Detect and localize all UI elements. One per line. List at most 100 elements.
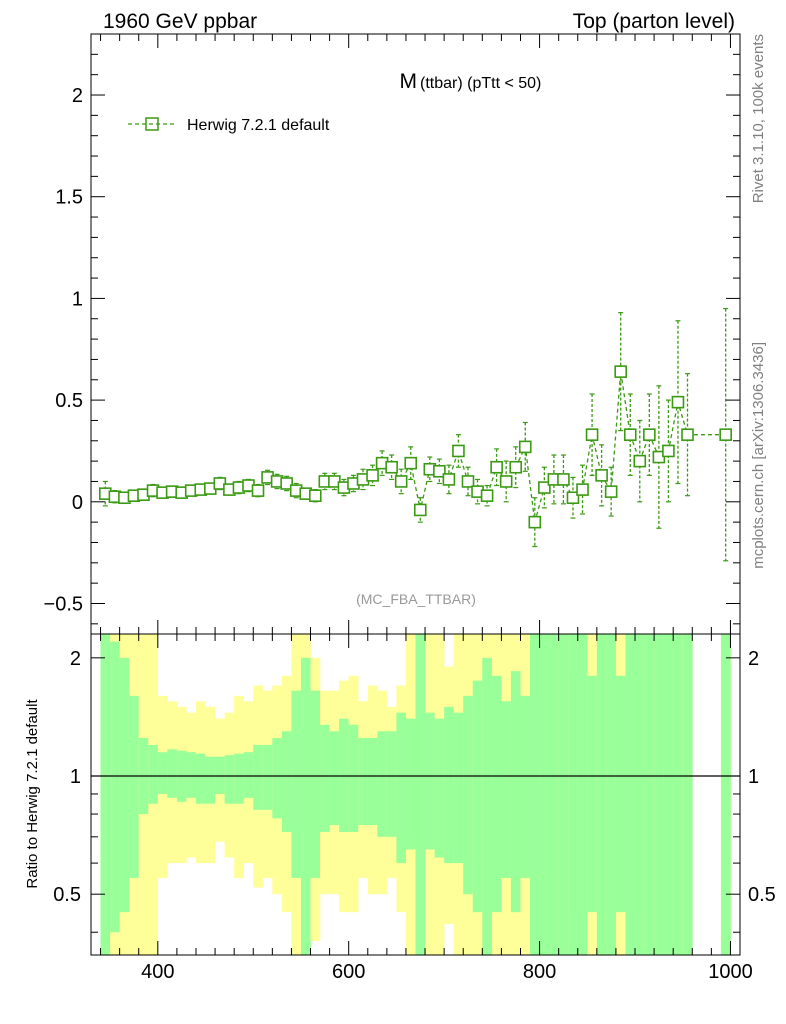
band-inner xyxy=(234,753,245,804)
data-point xyxy=(633,454,647,468)
band-inner xyxy=(663,634,674,955)
data-point xyxy=(366,469,379,482)
band-inner xyxy=(129,695,140,878)
band-inner xyxy=(587,675,598,913)
band-inner xyxy=(339,718,349,833)
band-inner xyxy=(243,752,254,798)
data-point xyxy=(480,489,494,502)
band-inner xyxy=(329,731,340,826)
y-tick-label: −0.5 xyxy=(44,593,83,615)
data-point xyxy=(623,428,637,441)
data-point xyxy=(490,460,503,474)
ratio-ylabel: Ratio to Herwig 7.2.1 default xyxy=(24,699,41,889)
data-point xyxy=(280,477,293,490)
data-point xyxy=(509,460,523,474)
x-tick-label: 800 xyxy=(523,961,556,983)
ratio-y-tick-label-right: 0.5 xyxy=(748,884,776,906)
band-inner xyxy=(377,731,388,837)
data-point xyxy=(452,444,465,458)
data-point xyxy=(385,460,398,474)
plot-title-sub: (ttbar) (pTtt < 50) xyxy=(420,75,541,92)
legend-marker xyxy=(145,117,159,131)
band-inner xyxy=(386,731,397,837)
band-inner xyxy=(491,675,502,913)
band-inner xyxy=(415,634,426,955)
header-right: Top (parton level) xyxy=(573,10,735,33)
band-inner xyxy=(673,634,684,955)
band-inner xyxy=(205,756,216,804)
band-inner xyxy=(606,634,617,955)
band-inner xyxy=(682,634,693,955)
data-point xyxy=(604,485,618,498)
band-inner xyxy=(367,737,378,826)
band-inner xyxy=(501,701,512,878)
band-inner xyxy=(568,634,579,955)
band-inner xyxy=(625,634,636,955)
legend: Herwig 7.2.1 default xyxy=(128,117,330,134)
band-inner xyxy=(510,671,521,913)
band-inner xyxy=(281,731,292,833)
band-inner xyxy=(654,634,664,955)
ratio-frame xyxy=(90,633,741,956)
data-point xyxy=(643,428,656,441)
band-inner xyxy=(577,634,588,955)
band-inner xyxy=(253,744,264,810)
band-inner xyxy=(119,657,130,913)
data-point xyxy=(394,475,408,488)
y-tick-label: 2 xyxy=(72,85,83,107)
band-inner xyxy=(272,737,283,819)
data-point xyxy=(566,491,580,505)
band-inner xyxy=(167,749,178,798)
band-inner xyxy=(100,634,111,955)
band-inner xyxy=(444,706,454,864)
data-point xyxy=(308,489,322,502)
y-tick-label: 1 xyxy=(72,288,83,310)
band-inner xyxy=(157,752,168,794)
x-tick-label: 600 xyxy=(332,961,365,983)
y-tick-label: 0 xyxy=(72,492,83,514)
band-inner xyxy=(615,675,626,913)
band-inner xyxy=(358,737,369,826)
ratio-axis-ticks: 0.5 0.5 1 1 2 2 400 600 800 1000 xyxy=(53,634,776,983)
ratio-y-tick-label-right: 2 xyxy=(748,648,759,670)
band-inner xyxy=(224,755,235,804)
data-point xyxy=(404,456,418,470)
band-inner xyxy=(300,657,311,955)
band-inner xyxy=(320,724,330,833)
band-inner xyxy=(110,641,120,933)
band-inner xyxy=(348,724,359,833)
band-inner xyxy=(549,634,559,955)
data-point xyxy=(557,473,570,486)
data-point xyxy=(499,475,513,488)
data-point xyxy=(614,365,627,378)
data-point xyxy=(518,440,532,454)
band-inner xyxy=(425,712,435,850)
band-inner xyxy=(434,718,445,858)
legend-label: Herwig 7.2.1 default xyxy=(187,117,330,134)
data-point xyxy=(442,473,456,486)
band-inner xyxy=(262,744,273,810)
band-inner xyxy=(539,634,550,955)
data-point xyxy=(576,483,589,496)
data-point xyxy=(413,503,427,517)
ratio-y-tick-label: 1 xyxy=(70,766,81,788)
y-tick-label: 1.5 xyxy=(55,187,83,209)
data-point xyxy=(585,428,599,441)
band-inner xyxy=(310,690,321,878)
x-tick-label: 1000 xyxy=(708,961,753,983)
data-point xyxy=(433,464,446,478)
data-point xyxy=(681,428,694,441)
data-point xyxy=(538,481,551,494)
band-inner xyxy=(463,695,474,895)
y-tick-label: 0.5 xyxy=(55,390,83,412)
watermark-label: (MC_FBA_TTBAR) xyxy=(356,591,476,607)
mcplots-label: mcplots.cern.ch [arXiv:1306.3436] xyxy=(750,342,767,569)
band-inner xyxy=(558,634,569,955)
ratio-data-layer xyxy=(91,634,740,955)
band-inner xyxy=(195,753,206,804)
main-data-layer xyxy=(99,307,732,562)
band-inner xyxy=(635,634,645,955)
band-inner xyxy=(396,712,407,864)
data-point xyxy=(671,395,685,409)
band-inner xyxy=(530,634,540,955)
